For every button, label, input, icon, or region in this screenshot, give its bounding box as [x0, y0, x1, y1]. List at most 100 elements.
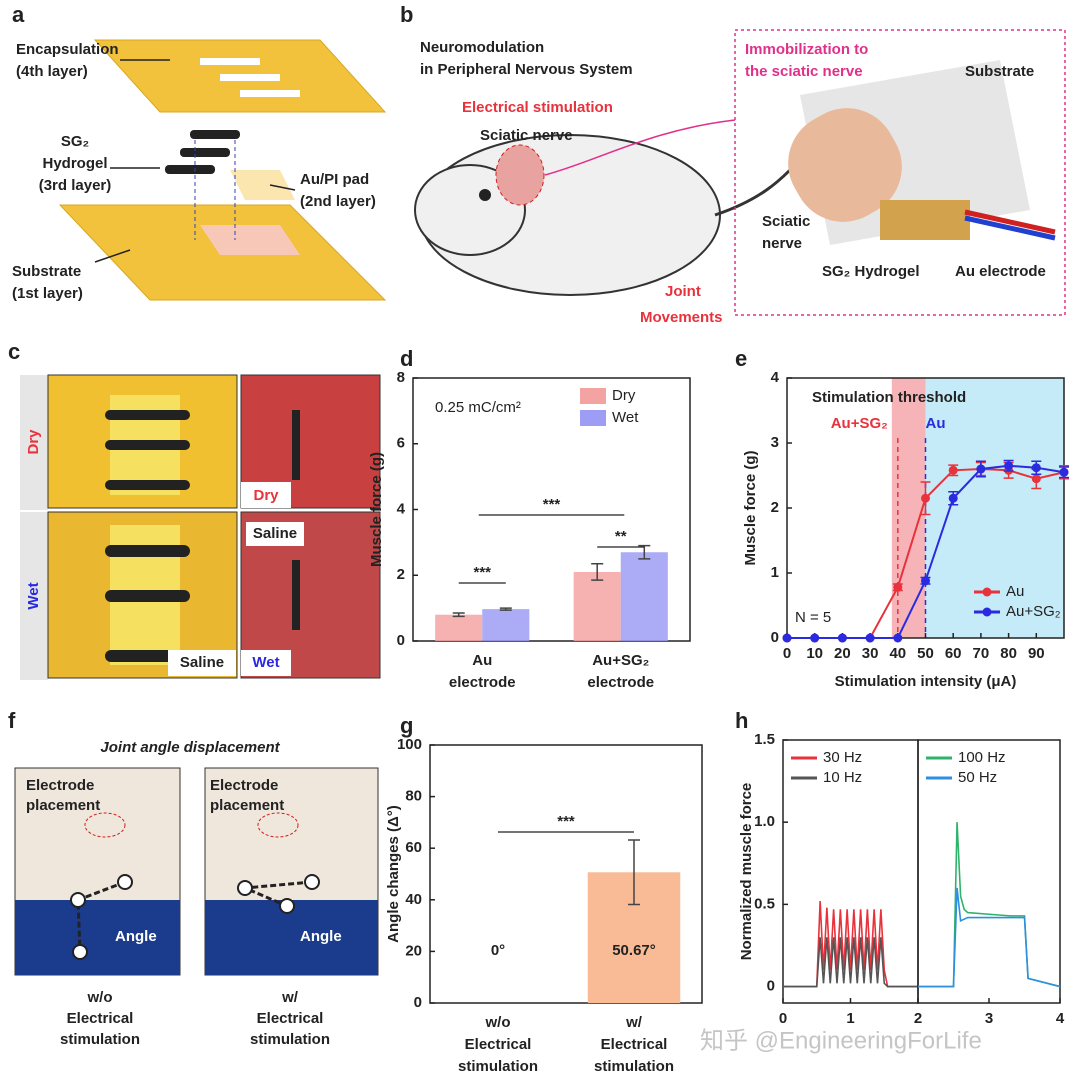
- error-bar: [638, 544, 651, 560]
- joint-marker: [304, 874, 320, 890]
- label: Sciatic: [762, 213, 810, 230]
- legend-swatch: [580, 410, 606, 426]
- y-axis-label: Muscle force (g): [742, 450, 759, 565]
- label: SG₂ Hydrogel: [822, 263, 920, 280]
- row-strip: [20, 375, 48, 510]
- label: (3rd layer): [39, 177, 112, 194]
- y-tick-label: 100: [397, 736, 422, 753]
- tag: Saline: [180, 654, 224, 671]
- legend-label: 30 Hz: [823, 749, 862, 766]
- label: in Peripheral Nervous System: [420, 61, 633, 78]
- y-axis-label: Normalized muscle force: [738, 783, 755, 961]
- y-tick-label: 1.0: [754, 813, 775, 830]
- panel-label: h: [735, 708, 748, 733]
- row-strip: [20, 512, 48, 680]
- threshold-label: Au: [926, 415, 946, 432]
- y-tick-label: 60: [405, 839, 422, 856]
- label: Hydrogel: [42, 155, 107, 172]
- incision: [495, 144, 545, 206]
- y-axis-label: Muscle force (g): [368, 452, 385, 567]
- x-tick-label: 90: [1028, 645, 1045, 662]
- label: Sciatic nerve: [480, 127, 573, 144]
- y-tick-label: 3: [771, 434, 779, 451]
- x-tick-label: Au electrode: [449, 652, 516, 691]
- joint-marker: [72, 944, 88, 960]
- panel-label: c: [8, 339, 20, 364]
- x-tick-label: 10: [806, 645, 823, 662]
- x-axis-label: Stimulation intensity (μA): [835, 673, 1017, 690]
- series-line: [783, 937, 918, 988]
- y-tick-label: 80: [405, 788, 422, 805]
- label: SG₂: [61, 133, 89, 150]
- caption: Electrical: [67, 1010, 134, 1027]
- label: (4th layer): [16, 63, 88, 80]
- panel-label: d: [400, 346, 413, 371]
- inset-frame: [734, 29, 1066, 316]
- threshold-band: [891, 378, 926, 638]
- x-tick-label: 80: [1000, 645, 1017, 662]
- series-line: [918, 822, 1061, 988]
- caption: w/: [281, 989, 299, 1006]
- label: Au/PI pad: [300, 171, 369, 188]
- hydrogel-strip: [105, 480, 190, 490]
- point: [810, 633, 820, 643]
- threshold-label: Au+SG₂: [831, 415, 888, 432]
- legend-swatch: [580, 388, 606, 404]
- point: [1059, 467, 1069, 477]
- x-tick-label: 60: [945, 645, 962, 662]
- annotation: N = 5: [795, 609, 831, 626]
- point: [782, 633, 792, 643]
- au-electrode: [880, 200, 970, 240]
- bar: [620, 552, 668, 641]
- y-tick-label: 2: [397, 566, 405, 583]
- y-tick-label: 0: [771, 629, 779, 646]
- x-tick-label: 0: [783, 645, 791, 662]
- label: Movements: [640, 309, 723, 326]
- bar: [435, 614, 483, 641]
- label: Electrode: [26, 777, 94, 794]
- x-tick-label: w/o Electrical stimulation: [458, 1014, 538, 1075]
- x-tick-label: 2: [914, 1010, 922, 1027]
- x-tick-label: 50: [917, 645, 934, 662]
- annotation: 0.25 mC/cm²: [435, 399, 521, 416]
- y-tick-label: 0.5: [754, 895, 775, 912]
- point: [837, 633, 847, 643]
- y-tick-label: 4: [397, 500, 406, 517]
- pointer: [94, 249, 131, 263]
- x-tick-label: 40: [889, 645, 906, 662]
- x-tick-label: 1: [846, 1010, 854, 1027]
- legend-label: 50 Hz: [958, 769, 997, 786]
- legend-swatch: [982, 607, 992, 617]
- y-tick-label: 6: [397, 435, 405, 452]
- panel-label: e: [735, 346, 747, 371]
- hydrogel-bar: [180, 148, 230, 157]
- label: Joint: [665, 283, 701, 300]
- joint-marker: [279, 898, 295, 914]
- x-tick-label: 0: [779, 1010, 787, 1027]
- x-tick-label: w/Electrical stimulation: [594, 1014, 674, 1075]
- error-bar: [452, 612, 465, 618]
- hydrogel-strip: [105, 590, 190, 602]
- photo-floor: [15, 900, 180, 975]
- label: placement: [26, 797, 100, 814]
- x-tick-label: Au+SG₂ electrode: [587, 652, 654, 691]
- caption: stimulation: [60, 1031, 140, 1048]
- hydrogel-bar: [190, 130, 240, 139]
- au-pi-pad: [230, 170, 295, 200]
- label: Angle: [300, 928, 342, 945]
- legend-label: Au+SG₂: [1006, 603, 1061, 620]
- hydrogel-strip: [105, 410, 190, 420]
- title: Joint angle displacement: [100, 739, 280, 756]
- significance-label: ***: [473, 564, 491, 581]
- plot-frame: [429, 744, 703, 1004]
- y-tick-label: 0: [767, 978, 775, 995]
- label: (2nd layer): [300, 193, 376, 210]
- slot: [240, 90, 300, 97]
- label: Neuromodulation: [420, 39, 544, 56]
- error-bar: [628, 839, 640, 906]
- value-label: 50.67°: [612, 942, 656, 959]
- y-tick-label: 2: [771, 499, 779, 516]
- point: [921, 493, 930, 503]
- label: Angle: [115, 928, 157, 945]
